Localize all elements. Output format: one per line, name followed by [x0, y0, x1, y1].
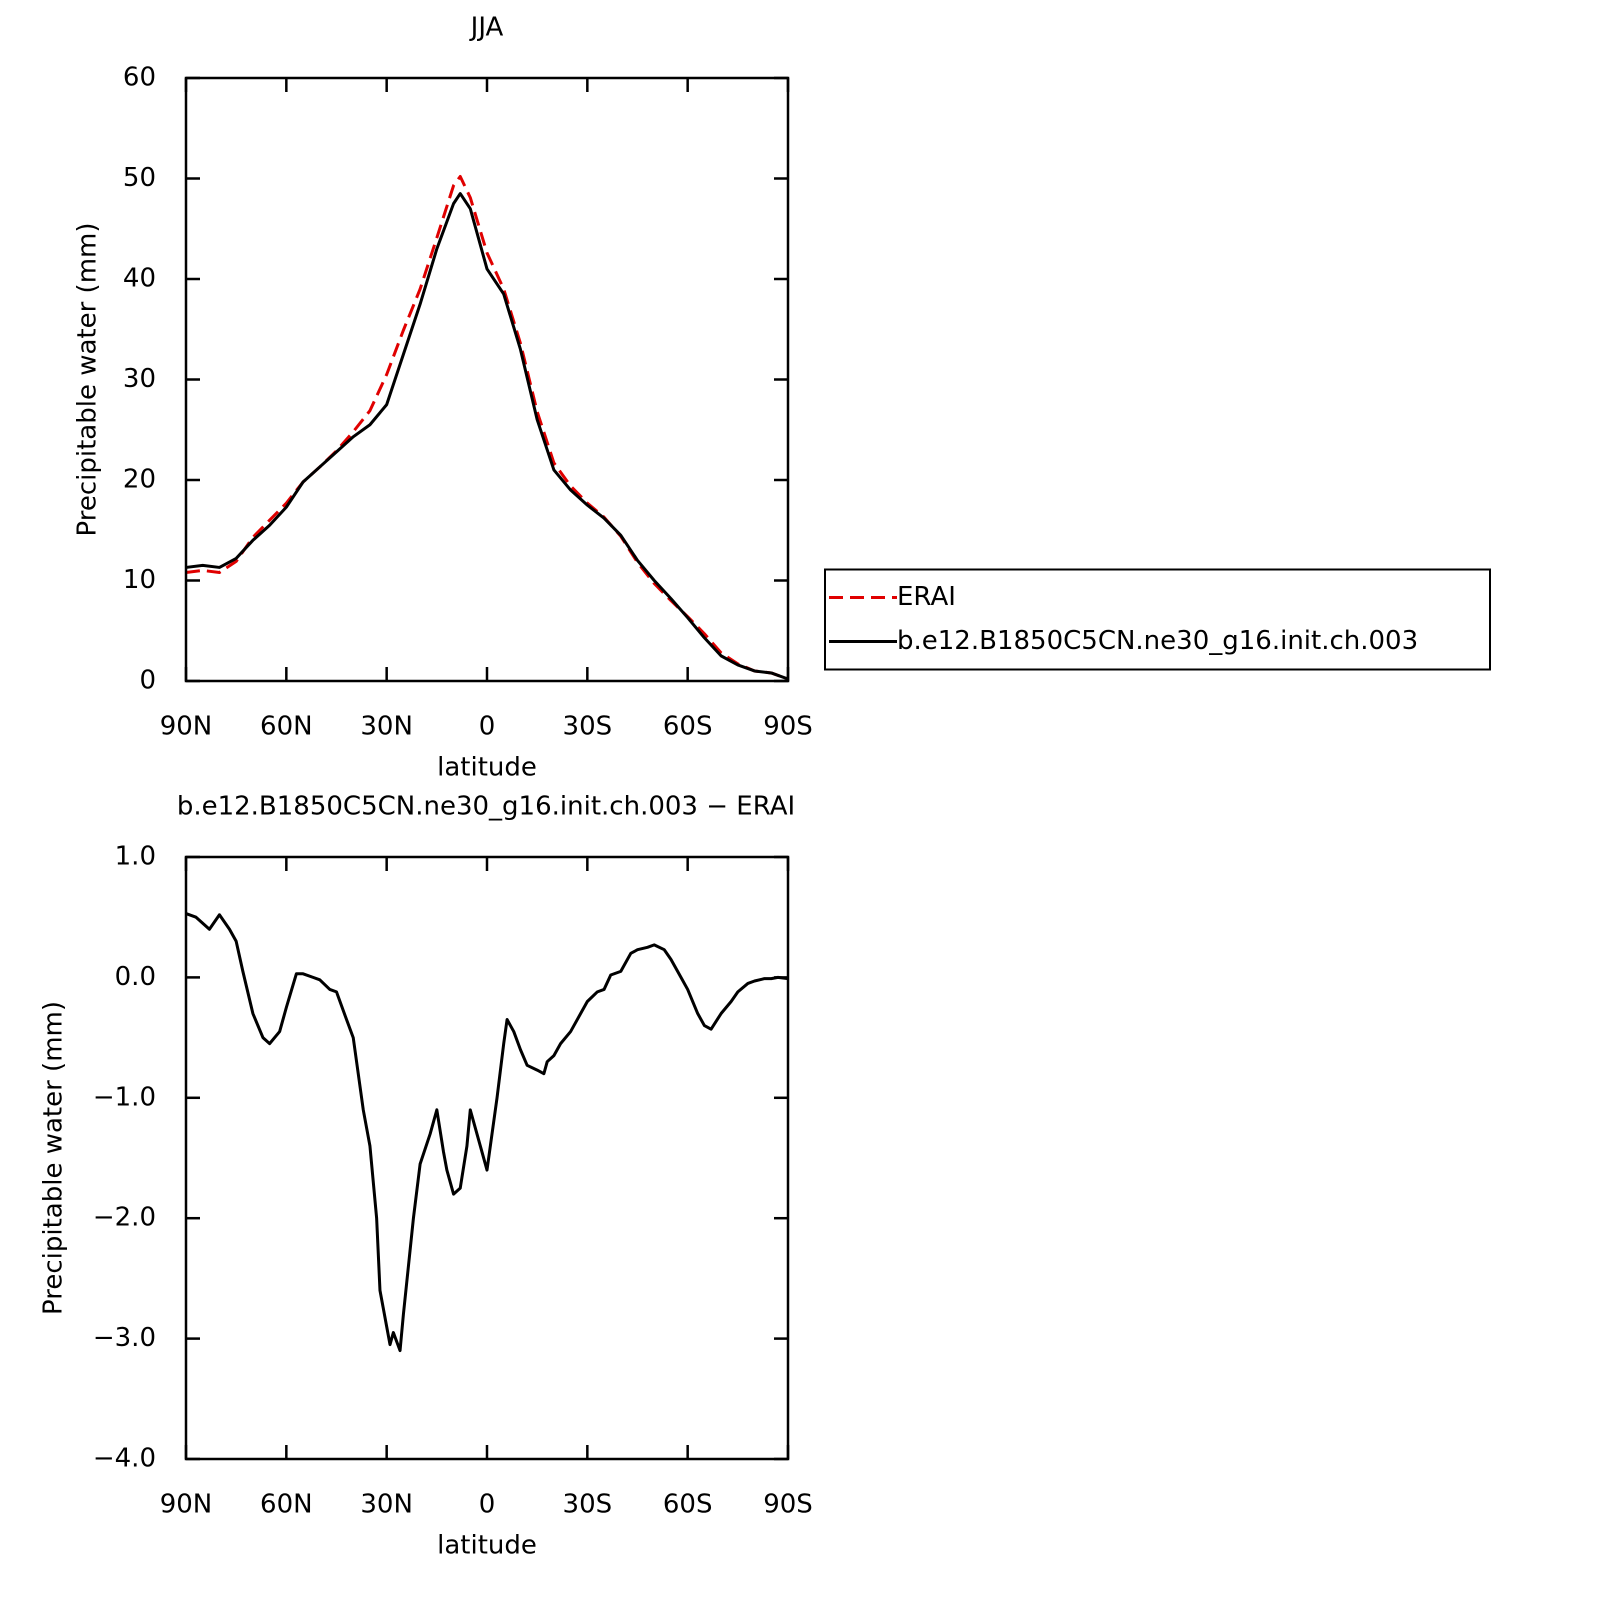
series-line	[185, 192, 789, 681]
plot-frame	[184, 76, 790, 683]
y-axis-label: Precipitable water (mm)	[73, 223, 103, 537]
x-tick-label: 60S	[663, 712, 713, 742]
legend-box	[824, 568, 1491, 671]
y-tick-label: 0	[139, 666, 156, 696]
y-tick-label: 50	[123, 163, 156, 193]
y-tick-label: 40	[123, 264, 156, 294]
series-line	[185, 174, 789, 681]
y-tick-label: 1.0	[115, 842, 156, 872]
x-tick-label: 60N	[260, 1490, 313, 1520]
x-axis-label: latitude	[437, 1531, 537, 1561]
x-tick-label: 30N	[360, 1490, 413, 1520]
x-tick-label: 30N	[360, 712, 413, 742]
x-tick-label: 90S	[763, 712, 813, 742]
x-tick-label: 60S	[663, 1490, 713, 1520]
x-tick-label: 0	[479, 1490, 496, 1520]
chart-title: JJA	[469, 13, 504, 43]
y-tick-label: −2.0	[93, 1203, 156, 1233]
y-tick-label: −1.0	[93, 1082, 156, 1112]
y-tick-label: 0.0	[115, 962, 156, 992]
y-tick-label: 20	[123, 465, 156, 495]
legend-label: ERAI	[897, 582, 956, 612]
y-tick-label: 60	[123, 63, 156, 93]
x-tick-label: 30S	[563, 1490, 613, 1520]
chart-title: b.e12.B1850C5CN.ne30_g16.init.ch.003 − E…	[177, 792, 795, 822]
y-tick-label: 30	[123, 364, 156, 394]
x-tick-label: 60N	[260, 712, 313, 742]
x-tick-label: 90N	[160, 1490, 213, 1520]
y-tick-label: −4.0	[93, 1444, 156, 1474]
x-tick-label: 90N	[160, 712, 213, 742]
data-line	[185, 912, 789, 1353]
x-axis-label: latitude	[437, 753, 537, 783]
y-axis-label: Precipitable water (mm)	[39, 1001, 69, 1315]
x-tick-label: 90S	[763, 1490, 813, 1520]
y-tick-label: 10	[123, 565, 156, 595]
plot-frame	[184, 855, 790, 1461]
legend-label: b.e12.B1850C5CN.ne30_g16.init.ch.003	[897, 626, 1418, 656]
x-tick-label: 0	[479, 712, 496, 742]
y-tick-label: −3.0	[93, 1323, 156, 1353]
x-tick-label: 30S	[563, 712, 613, 742]
